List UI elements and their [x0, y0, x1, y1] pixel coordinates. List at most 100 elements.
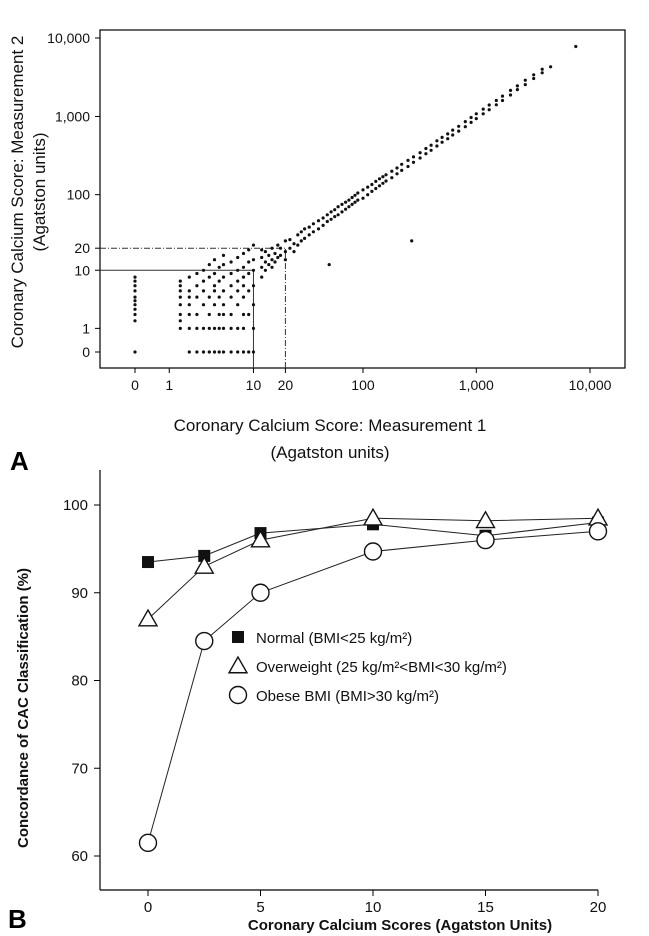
panel-a-data-point [195, 326, 199, 330]
panel-a-data-point [390, 176, 394, 180]
panel-a-data-point [321, 216, 325, 220]
panel-a-data-point [241, 326, 246, 330]
panel-a-data-point [178, 289, 182, 293]
panel-a-data-point [270, 246, 274, 250]
panel-a-data-point [212, 271, 217, 276]
panel-a-data-point [494, 103, 498, 107]
panel-a-data-point [329, 210, 333, 214]
panel-a-x-tick-label: 10 [246, 377, 262, 393]
panel-a-y-tick-label: 20 [74, 240, 90, 256]
panel-a-data-point [296, 233, 300, 237]
panel-a-data-point [247, 248, 251, 252]
panel-b-data-point [195, 631, 214, 651]
panel-a-y-axis-title: Coronary Calcium Score: Measurement 2 [8, 36, 27, 349]
panel-a-data-point [299, 230, 303, 234]
panel-a-data-point [207, 350, 211, 354]
panel-a-data-point [446, 137, 450, 141]
panel-a-data-point [283, 258, 287, 262]
panel-a-data-point [221, 326, 226, 330]
panel-a-data-point [469, 120, 473, 124]
panel-a-data-point [212, 284, 217, 288]
panel-a-data-point [195, 312, 199, 317]
panel-a-data-point [350, 202, 354, 206]
panel-a-data-point [303, 227, 307, 231]
panel-a-data-point [217, 326, 221, 330]
panel-a-data-point [212, 326, 217, 330]
panel-a-data-point [374, 186, 378, 191]
panel-a-data-point [296, 243, 300, 247]
panel-a-data-point [395, 172, 399, 176]
panel-a-data-point [241, 275, 246, 279]
panel-a-data-point [366, 193, 370, 197]
panel-a-data-point [288, 238, 292, 242]
panel-a-data-point [353, 200, 357, 204]
panel-a-data-point [515, 84, 520, 88]
panel-a-data-point [260, 265, 264, 269]
panel-a-data-point [435, 144, 439, 148]
panel-a-data-point [241, 284, 246, 288]
panel-a-data-point [201, 303, 206, 307]
panel-a-data-point [325, 213, 329, 217]
panel-a-x-tick-label: 10,000 [569, 377, 612, 393]
panel-b-y-tick-label: 60 [71, 848, 88, 865]
panel-a-data-point [263, 250, 267, 254]
panel-b-x-ticks: 0 5 10 15 20 [144, 890, 606, 916]
panel-a-data-point [283, 250, 287, 254]
panel-a-data-point [549, 65, 553, 69]
panel-a-data-point [361, 188, 365, 192]
panel-a-data-point [270, 265, 274, 269]
panel-a-data-point [187, 303, 191, 307]
panel-a-reference-lines [100, 247, 286, 368]
panel-a-data-point [451, 133, 455, 137]
panel-b-data-point [194, 556, 215, 574]
panel-b-y-tick-label: 80 [71, 673, 88, 690]
panel-a-data-point [406, 164, 410, 169]
panel-a-data-point [260, 275, 264, 279]
panel-a-data-point [574, 44, 578, 49]
panel-a-data-point [299, 239, 303, 243]
panel-a-data-point [523, 83, 527, 87]
panel-a-data-point [381, 181, 385, 185]
panel-a-y-tick-label: 100 [67, 187, 91, 203]
panel-a-data-point [201, 289, 206, 293]
panel-a-data-point [487, 108, 491, 112]
panel-a-data-point [236, 326, 240, 330]
panel-a-data-point [133, 303, 137, 307]
panel-a-data-point [133, 299, 137, 303]
panel-a-data-point [487, 103, 491, 107]
panel-a-data-point [201, 268, 206, 272]
panel-a-data-point [273, 260, 277, 264]
panel-a-data-point [340, 202, 344, 206]
panel-a-data-point [336, 205, 340, 209]
panel-b-data-point [588, 522, 608, 541]
panel-b-y-tick-label: 100 [63, 497, 88, 514]
panel-a-data-point [307, 225, 311, 229]
panel-a-data-point [229, 284, 233, 288]
panel-a-data-point [251, 303, 256, 307]
panel-b-legend-label: Overweight (25 kg/m²<BMI<30 kg/m²) [256, 659, 507, 676]
panel-a-data-point [406, 158, 410, 162]
panel-a-data-point [229, 271, 233, 276]
panel-a-data-point [229, 312, 233, 317]
panel-a-data-point [400, 162, 404, 166]
panel-a-data-point [212, 258, 217, 262]
panel-a-data-point [201, 279, 206, 283]
panel-a-data-point [251, 268, 256, 272]
panel-a-data-point [178, 295, 182, 299]
panel-a-data-point [292, 250, 296, 254]
panel-a-data-point [236, 350, 240, 354]
panel-a-data-point [241, 350, 246, 354]
panel-a-data-point [292, 242, 296, 246]
panel-a-data-point [283, 239, 287, 243]
panel-a-data-point [463, 120, 467, 124]
panel-a-data-point [316, 219, 321, 223]
panel-a-data-point [424, 152, 428, 156]
panel-a-data-point [221, 350, 226, 354]
panel-a-data-point [263, 260, 267, 264]
panel-a-x-ticks: 0 1 10 20 100 1,000 10,000 [131, 368, 612, 393]
panel-a-data-point [260, 255, 264, 260]
panel-a-data-point [418, 156, 422, 160]
panel-a-data-point [532, 73, 536, 77]
panel-a-data-point [221, 263, 226, 267]
panel-a-data-point [370, 189, 374, 193]
